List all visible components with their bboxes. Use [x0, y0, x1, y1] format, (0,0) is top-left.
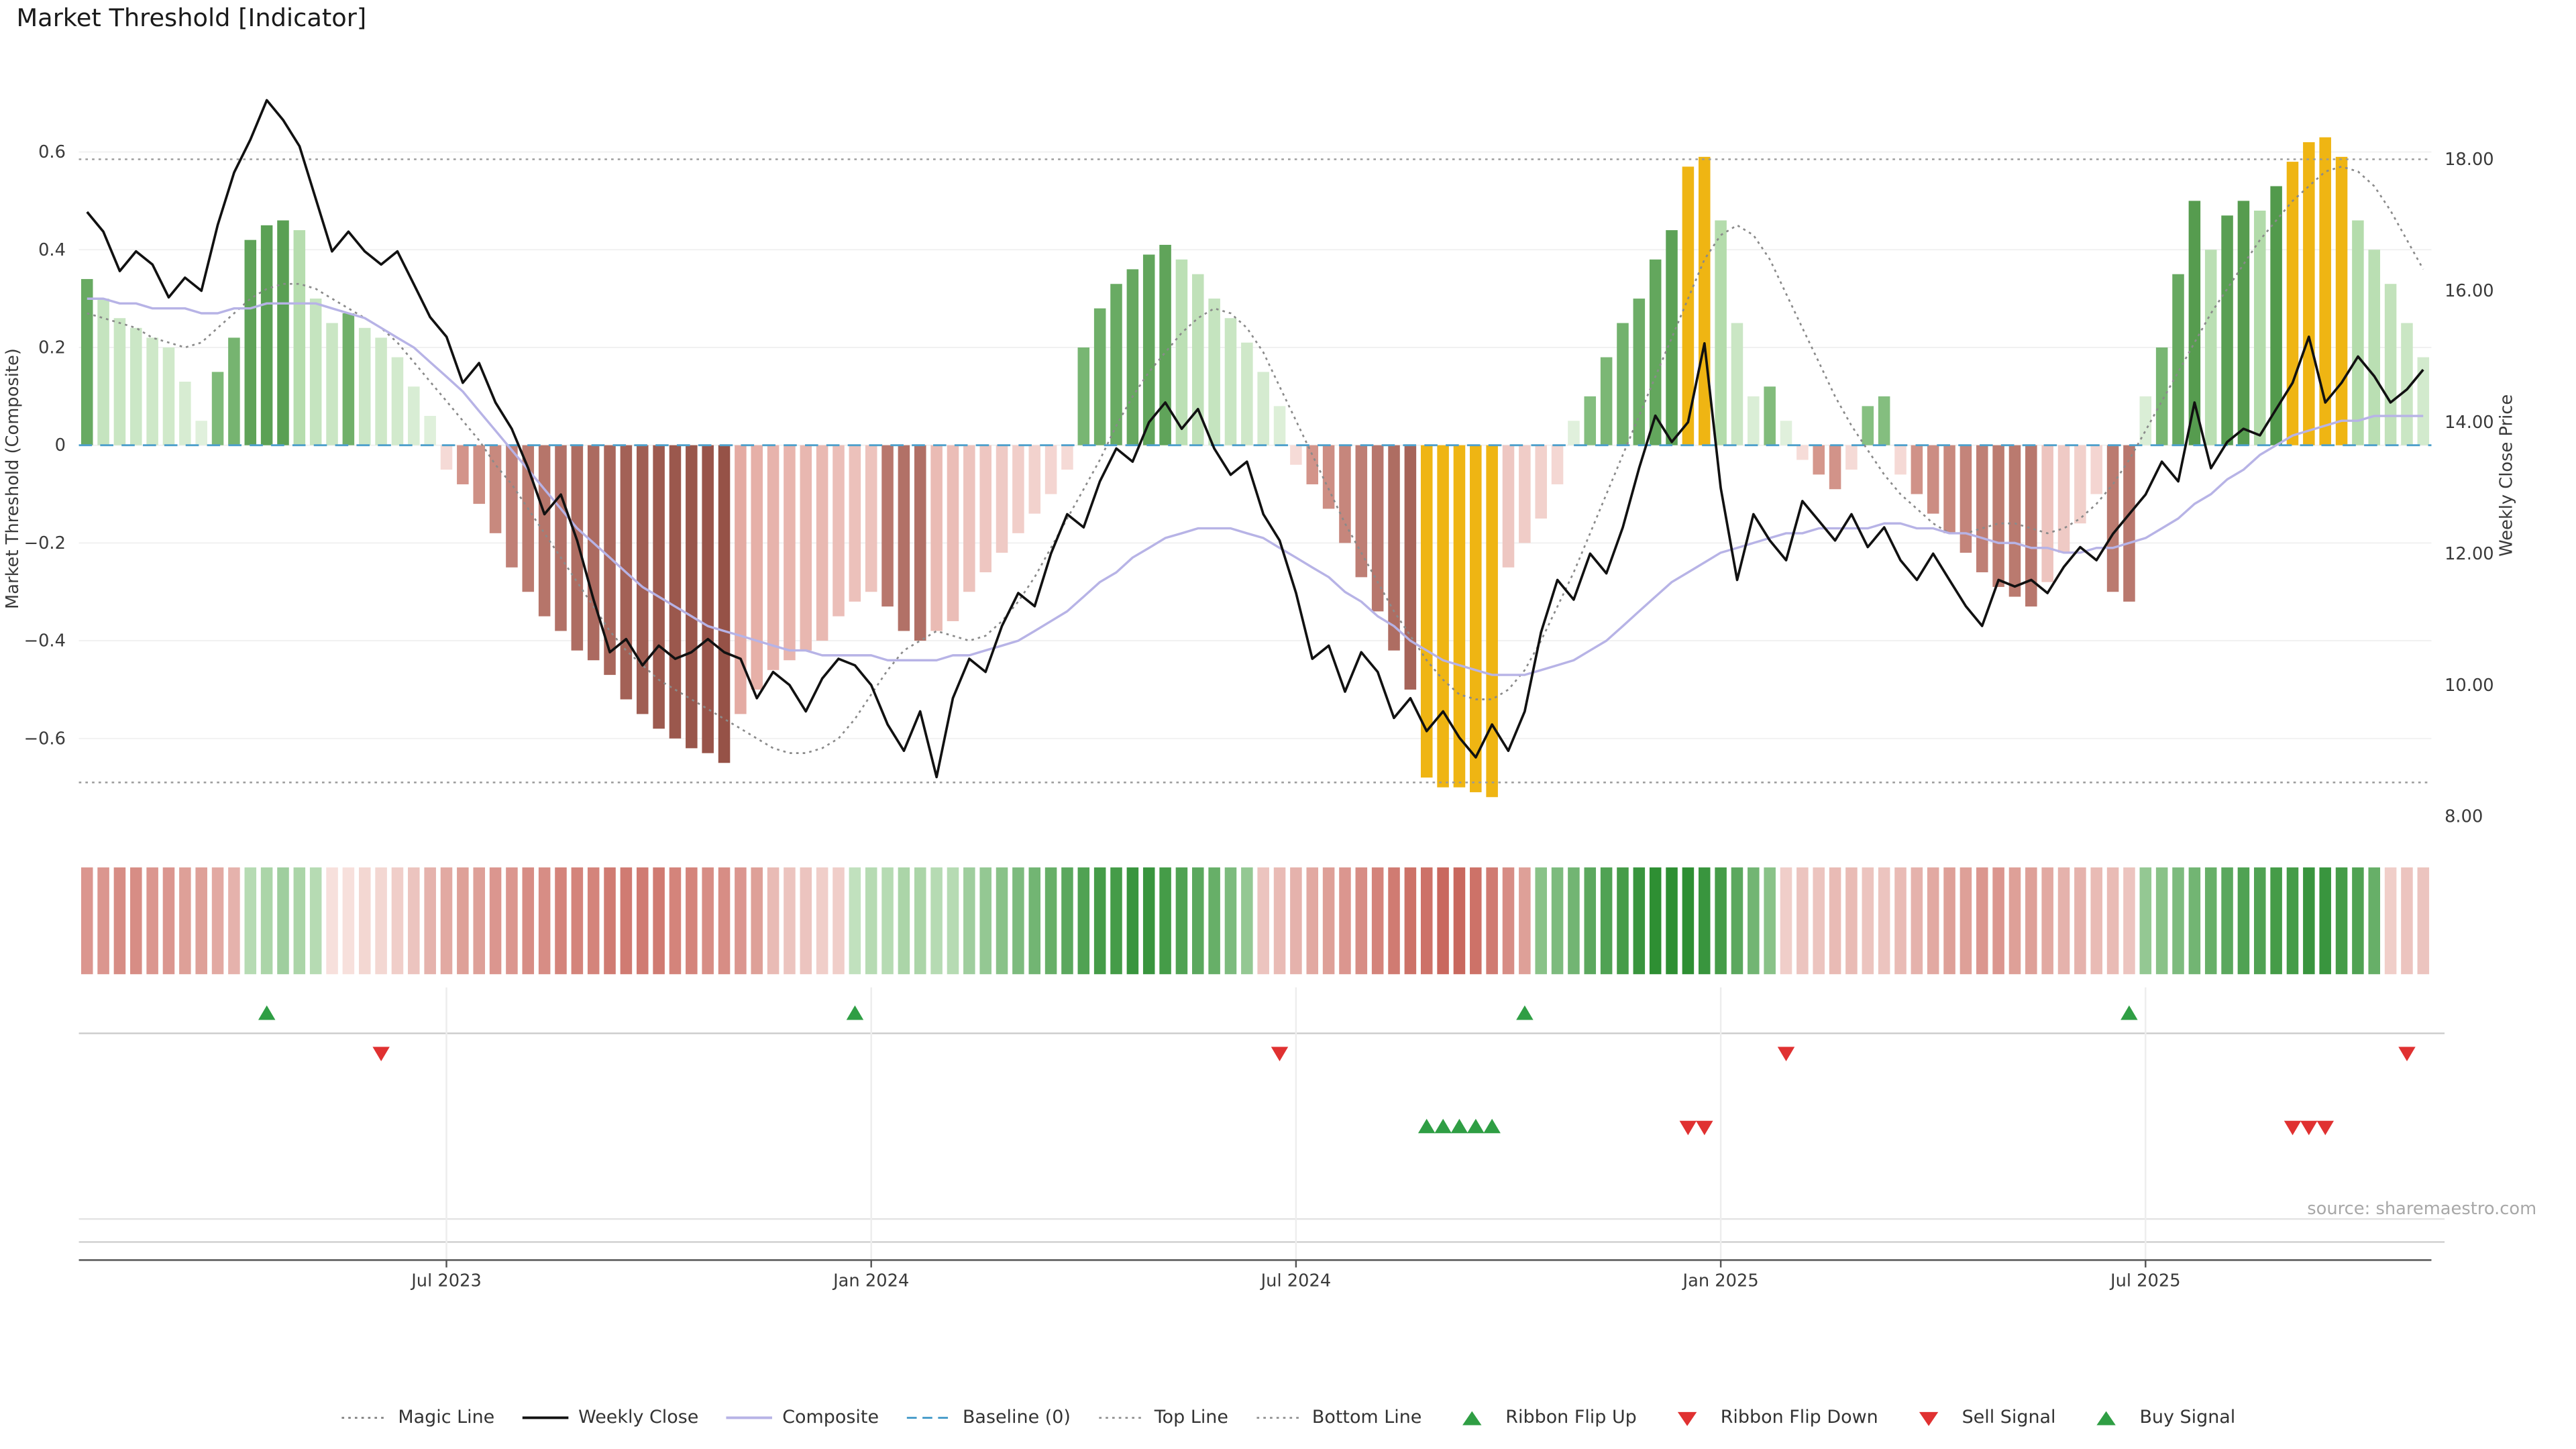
legend-item-weekly-close: Weekly Close — [521, 1406, 698, 1428]
bottom-line-marker — [1256, 1415, 1303, 1418]
sell-signal-marker — [1919, 1411, 1939, 1426]
svg-text:Jul 2023: Jul 2023 — [410, 1271, 482, 1291]
weekly-close-marker — [522, 1415, 569, 1419]
ribbon-flip-up-marker — [1463, 1410, 1483, 1425]
svg-text:Jan 2025: Jan 2025 — [1681, 1271, 1758, 1291]
svg-text:14.00: 14.00 — [2445, 413, 2494, 433]
svg-text:18.00: 18.00 — [2445, 150, 2494, 170]
svg-text:12.00: 12.00 — [2445, 544, 2494, 564]
legend-item-magic-line: Magic Line — [341, 1406, 495, 1428]
legend-item-composite: Composite — [725, 1406, 879, 1428]
right-axis-ticks: 18.00 16.00 14.00 12.00 10.00 8.00 — [2445, 150, 2494, 827]
legend-item-bottom-line: Bottom Line — [1254, 1406, 1421, 1428]
ribbon-strip — [80, 867, 2430, 975]
left-axis-ticks: 0.6 0.4 0.2 0 −0.2 −0.4 −0.6 — [24, 142, 66, 749]
x-axis: Jul 2023 Jan 2024 Jul 2024 Jan 2025 Jul 2025 — [78, 1259, 2432, 1291]
legend-item-ribbon-flip-down: Ribbon Flip Down — [1663, 1406, 1878, 1428]
svg-text:0.6: 0.6 — [38, 142, 66, 162]
legend: Magic Line Weekly Close Composite Baseline … — [0, 1406, 2576, 1428]
signal-panel-lines — [78, 1032, 2445, 1243]
legend-label: Top Line — [1154, 1406, 1228, 1428]
top-line-marker — [1098, 1415, 1145, 1418]
composite-marker — [726, 1415, 773, 1419]
svg-text:Jul 2024: Jul 2024 — [1260, 1271, 1332, 1291]
baseline-0-marker — [906, 1415, 953, 1418]
legend-label: Baseline (0) — [962, 1406, 1071, 1428]
legend-label: Bottom Line — [1311, 1406, 1422, 1428]
legend-label: Weekly Close — [578, 1406, 699, 1428]
threshold-bars — [80, 137, 2430, 798]
x-gridlines — [445, 987, 2147, 1260]
source-attribution: source: sharemaestro.com — [2307, 1199, 2537, 1220]
legend-item-ribbon-flip-up: Ribbon Flip Up — [1448, 1406, 1637, 1428]
legend-label: Composite — [782, 1406, 879, 1428]
ribbon-flip-down-marker — [1678, 1411, 1697, 1426]
svg-text:Jan 2024: Jan 2024 — [832, 1271, 909, 1291]
legend-label: Magic Line — [398, 1406, 495, 1428]
buy-signal-marker — [2097, 1410, 2116, 1425]
legend-label: Buy Signal — [2139, 1406, 2236, 1428]
legend-label: Ribbon Flip Down — [1720, 1406, 1878, 1428]
svg-text:0.2: 0.2 — [38, 338, 66, 358]
legend-item-baseline-0: Baseline (0) — [905, 1406, 1071, 1428]
ribbon-flip-up-markers — [258, 1005, 2138, 1020]
buy-signal-markers — [1417, 1118, 1501, 1134]
legend-item-top-line: Top Line — [1097, 1406, 1228, 1428]
svg-text:16.00: 16.00 — [2445, 281, 2494, 301]
svg-text:10.00: 10.00 — [2445, 676, 2494, 696]
svg-text:−0.4: −0.4 — [24, 631, 66, 651]
ribbon-flip-down-markers — [372, 1046, 2416, 1062]
svg-text:−0.6: −0.6 — [24, 729, 66, 749]
weekly-close-line — [86, 99, 2424, 779]
magic-line — [87, 165, 2424, 754]
legend-item-buy-signal: Buy Signal — [2082, 1406, 2236, 1428]
svg-text:0.4: 0.4 — [38, 240, 66, 260]
legend-label: Sell Signal — [1962, 1406, 2056, 1428]
chart-title: Market Threshold [Indicator] — [16, 3, 367, 33]
svg-text:−0.2: −0.2 — [24, 533, 66, 553]
svg-text:Jul 2025: Jul 2025 — [2109, 1271, 2181, 1291]
magic-line-marker — [342, 1415, 388, 1418]
svg-text:0: 0 — [55, 435, 66, 455]
sell-signal-markers — [1679, 1120, 2334, 1136]
legend-label: Ribbon Flip Up — [1505, 1406, 1637, 1428]
composite-line — [87, 297, 2424, 676]
svg-text:8.00: 8.00 — [2445, 807, 2483, 827]
chart-canvas: Jul 2023 Jan 2024 Jul 2024 Jan 2025 Jul 2025… — [24, 99, 2494, 1291]
legend-item-sell-signal: Sell Signal — [1904, 1406, 2056, 1428]
